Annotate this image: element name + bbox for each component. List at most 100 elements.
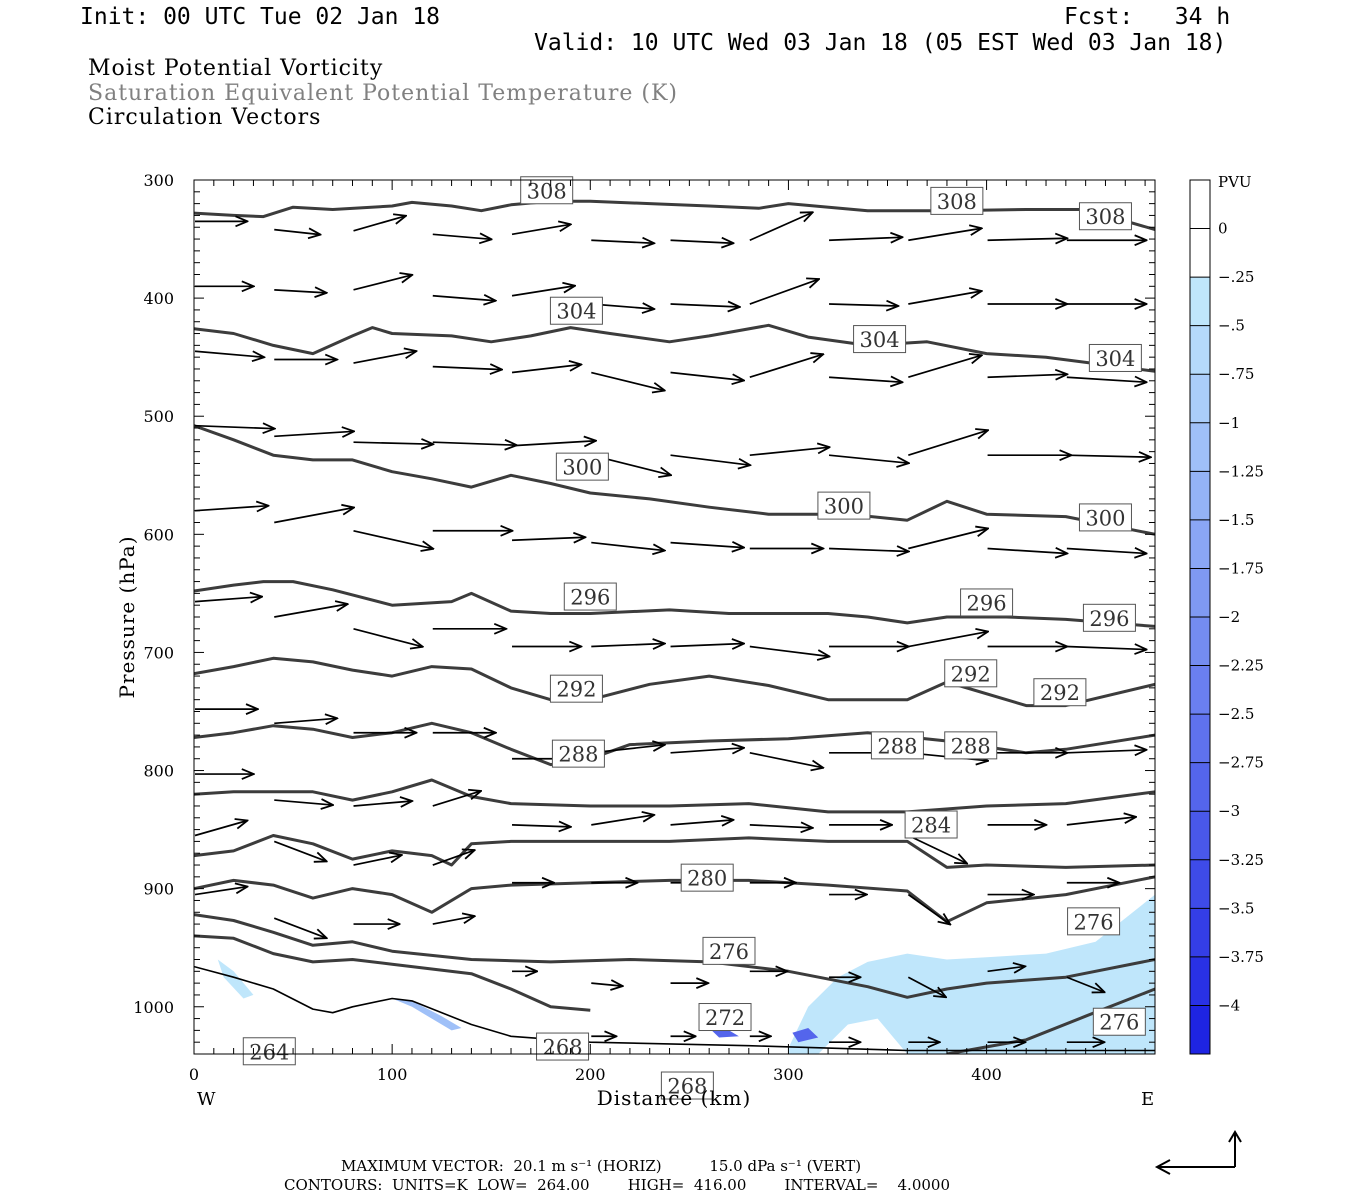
field-mpv: Moist Potential Vorticity [88, 56, 384, 81]
contour-label-box-5-1 [870, 731, 924, 760]
vector-57 [908, 528, 988, 550]
vector-4 [511, 224, 571, 236]
contour-label-296-3-2: 296 [1089, 607, 1129, 631]
contour-288-5 [194, 721, 1155, 767]
vector-96 [1066, 817, 1136, 826]
vector-19 [749, 279, 819, 305]
contour-label-304-1-1: 304 [860, 328, 900, 352]
y-tick-label-700: 700 [143, 643, 174, 662]
contour-label-box-3-1 [960, 588, 1014, 617]
vector-117 [907, 976, 946, 997]
max-vector-note: MAXIMUM VECTOR: 20.1 m s⁻¹ (HORIZ) 15.0 … [341, 1157, 862, 1175]
vector-34 [987, 374, 1068, 377]
contour-label-box-8-1 [1067, 907, 1121, 936]
contour-label-box-0-1 [930, 186, 984, 215]
forecast-hour: Fcst: 34 h [1064, 4, 1231, 30]
vector-49 [274, 508, 354, 524]
colorbar-label-7: −1.75 [1218, 559, 1264, 577]
vector-98 [353, 855, 402, 866]
colorbar-label-15: −3.75 [1218, 948, 1264, 966]
colorbar-cell-8 [1190, 568, 1210, 618]
x-tick-label-400: 400 [971, 1065, 1002, 1084]
colorbar-label-3: −.75 [1218, 365, 1254, 383]
contour-label-box-1-1 [853, 325, 907, 354]
colorbar-cell-2 [1190, 277, 1210, 327]
contour-label-box-2-2 [1078, 503, 1132, 532]
vector-83 [1066, 750, 1147, 753]
vector-scale-arrows [1154, 1130, 1242, 1175]
x-tick-label-200: 200 [575, 1065, 606, 1084]
vector-47 [1066, 455, 1151, 457]
contour-label-300-2-1: 300 [824, 495, 864, 519]
y-tick-label-400: 400 [143, 289, 174, 308]
init-time: Init: 00 UTC Tue 02 Jan 18 [80, 4, 441, 30]
x-tick-label-100: 100 [377, 1065, 408, 1084]
vector-73 [274, 718, 337, 723]
contour-label-304-1-2: 304 [1095, 347, 1135, 371]
contour-label-276-8-0: 276 [709, 940, 749, 964]
vector-65 [591, 644, 665, 647]
contour-308-0 [194, 199, 1155, 232]
contour-label-308-0-2: 308 [1085, 205, 1125, 229]
vector-35 [1066, 377, 1147, 382]
y-tick-label-500: 500 [143, 407, 174, 426]
colorbar-cell-15 [1190, 908, 1210, 958]
contour-label-box-7-0 [680, 863, 734, 892]
contour-284-6 [194, 778, 1155, 814]
contour-label-288-5-2: 288 [951, 734, 991, 758]
vector-45 [908, 430, 988, 457]
vector-78 [670, 748, 745, 753]
colorbar-cell-17 [1190, 1005, 1210, 1055]
colorbar-cell-16 [1190, 956, 1210, 1006]
contour-label-box-3-2 [1082, 603, 1136, 632]
vector-67 [749, 645, 830, 657]
contour-label-296-3-0: 296 [570, 586, 610, 610]
vector-101 [273, 917, 327, 938]
pv-shade-0 [788, 894, 1155, 1054]
colorbar-cell-4 [1190, 374, 1210, 424]
contour-label-box-10-1 [660, 1071, 714, 1100]
x-tick-label-300: 300 [773, 1065, 804, 1084]
vector-36 [194, 426, 275, 429]
vector-33 [908, 355, 982, 379]
vector-97 [273, 840, 327, 861]
contour-label-box-8-0 [702, 936, 756, 965]
vector-13 [274, 290, 327, 293]
colorbar-cell-14 [1190, 859, 1210, 909]
vector-66 [670, 644, 745, 647]
contour-label-308-0-0: 308 [527, 179, 567, 203]
vector-48 [194, 506, 269, 511]
y-tick-label-1000: 1000 [133, 998, 174, 1017]
contour-label-box-0-0 [520, 176, 574, 205]
field-thetaes: Saturation Equivalent Potential Temperat… [88, 81, 678, 106]
colorbar-label-6: −1.5 [1218, 511, 1254, 529]
vector-85 [194, 821, 248, 837]
colorbar: 0 −.25 −.5 −.75 −1 −1.25 −1.5 −1.75 −2 −2.25 −2.5 −… [1189, 179, 1264, 1055]
vector-3 [432, 234, 492, 239]
vector-44 [828, 454, 909, 463]
colorbar-cell-9 [1190, 617, 1210, 667]
contour-label-box-1-2 [1088, 343, 1142, 372]
vector-60 [194, 597, 262, 602]
contour-label-268-10-1: 268 [667, 1075, 707, 1099]
vector-42 [670, 454, 751, 465]
contour-label-276-11-0: 276 [1099, 1011, 1139, 1035]
vector-90 [591, 815, 654, 826]
vector-15 [432, 296, 496, 301]
vector-29 [591, 371, 665, 391]
vector-16 [511, 286, 575, 297]
colorbar-cell-11 [1190, 714, 1210, 764]
contour-label-box-5-2 [944, 731, 998, 760]
contour-label-box-9-0 [698, 1003, 752, 1032]
vector-71 [1066, 647, 1147, 650]
colorbar-label-11: −2.75 [1218, 754, 1264, 772]
contour-label-300-2-0: 300 [562, 456, 602, 480]
contour-label-box-12-0 [242, 1037, 296, 1066]
contour-300-2 [194, 424, 1155, 536]
vector-38 [353, 442, 434, 444]
contour-label-box-6-0 [904, 810, 958, 839]
vector-7 [749, 212, 813, 242]
field-vectors: Circulation Vectors [88, 105, 322, 130]
colorbar-cell-1 [1190, 228, 1210, 278]
